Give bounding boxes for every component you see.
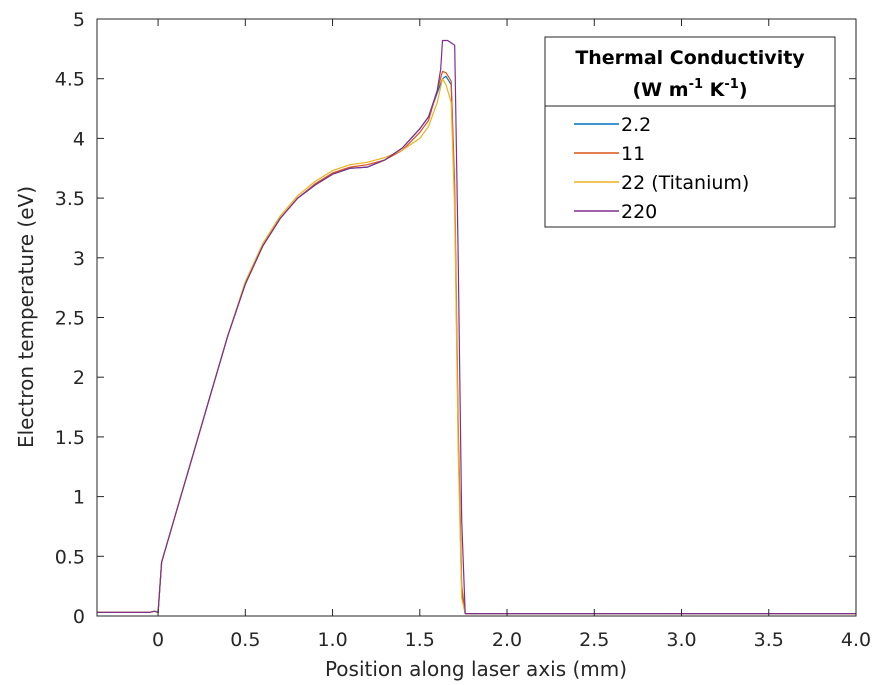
- y-tick-label: 0: [73, 606, 85, 628]
- series-line-3: [97, 39, 856, 615]
- x-tick-label: 0.5: [230, 629, 260, 651]
- x-tick-label: 1.5: [405, 629, 435, 651]
- x-axis-label: Position along laser axis (mm): [325, 657, 627, 681]
- legend-entry-label: 2.2: [621, 114, 651, 136]
- legend-box: [544, 36, 836, 228]
- x-tick-label: 4.0: [841, 629, 871, 651]
- legend-title-line1: Thermal Conductivity: [575, 47, 805, 69]
- legend-entry-label: 11: [621, 143, 645, 165]
- x-tick-label: 3.0: [666, 629, 696, 651]
- x-tick-label: 3.5: [754, 629, 784, 651]
- x-tick-label: 0: [152, 629, 164, 651]
- y-axis-label: Electron temperature (eV): [14, 186, 38, 448]
- x-tick-label: 1.0: [317, 629, 347, 651]
- series-layer: [97, 39, 856, 615]
- y-tick-label: 3: [73, 248, 85, 270]
- legend-entry-label: 220: [621, 201, 657, 223]
- x-tick-label: 2.0: [492, 629, 522, 651]
- legend: Thermal Conductivity (W m-1 K-1) 2.2 11 22…: [544, 36, 836, 228]
- legend-entries: 2.2 11 22 (Titanium) 220: [574, 114, 749, 223]
- y-tick-label: 2.5: [55, 308, 85, 330]
- ticks-layer: 0 0.5 1.0 1.5 2.0 2.5 3.0 3.5 4.0 0 0.5 1 1.5 2 2.5 3 3.…: [55, 9, 871, 651]
- x-tick-label: 2.5: [579, 629, 609, 651]
- y-tick-label: 2: [73, 367, 85, 389]
- plot-frame: [96, 18, 857, 617]
- legend-entry-label: 22 (Titanium): [621, 172, 749, 194]
- y-tick-label: 1.5: [55, 427, 85, 449]
- y-tick-label: 4.5: [55, 69, 85, 91]
- legend-title-line2: (W m-1 K-1): [633, 77, 748, 101]
- y-tick-label: 0.5: [55, 546, 85, 568]
- y-tick-label: 1: [73, 487, 85, 509]
- y-tick-label: 4: [73, 128, 85, 150]
- y-tick-label: 5: [73, 9, 85, 31]
- y-tick-label: 3.5: [55, 188, 85, 210]
